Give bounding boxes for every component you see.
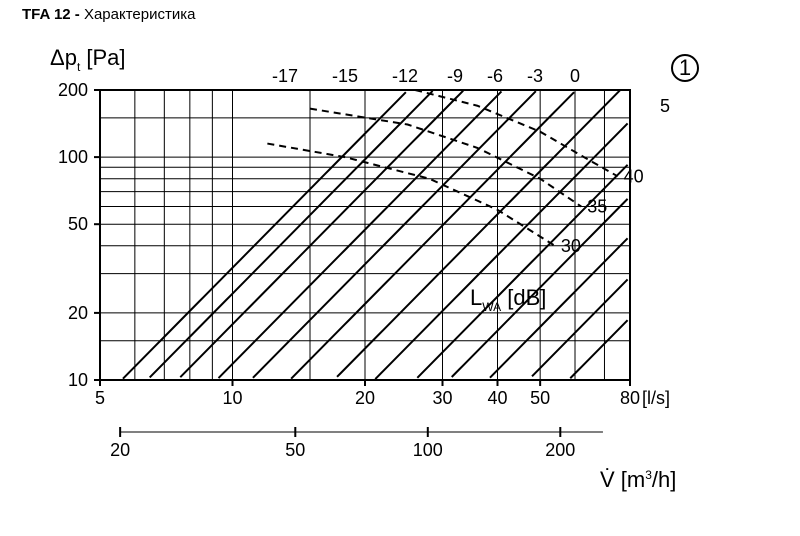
svg-text:35: 35 (587, 197, 607, 217)
characteristic-chart: 303540102050100200Δpt [Pa]5102030405080[… (0, 0, 800, 536)
svg-text:-15: -15 (332, 66, 358, 86)
svg-text:5: 5 (660, 96, 670, 116)
svg-text:20: 20 (355, 388, 375, 408)
svg-text:20: 20 (110, 440, 130, 460)
svg-text:200: 200 (545, 440, 575, 460)
svg-text:200: 200 (58, 80, 88, 100)
svg-text:40: 40 (624, 166, 644, 186)
svg-text:-6: -6 (487, 66, 503, 86)
svg-text:1: 1 (679, 55, 691, 80)
svg-text:40: 40 (487, 388, 507, 408)
svg-text:10: 10 (222, 388, 242, 408)
svg-text:80: 80 (620, 388, 640, 408)
svg-text:100: 100 (58, 147, 88, 167)
svg-text:50: 50 (68, 214, 88, 234)
svg-text:50: 50 (530, 388, 550, 408)
svg-text:50: 50 (285, 440, 305, 460)
svg-text:-17: -17 (272, 66, 298, 86)
svg-text:30: 30 (561, 236, 581, 256)
svg-text:100: 100 (413, 440, 443, 460)
svg-text:5: 5 (95, 388, 105, 408)
svg-text:10: 10 (68, 370, 88, 390)
svg-text:-12: -12 (392, 66, 418, 86)
svg-text:0: 0 (570, 66, 580, 86)
svg-text:-9: -9 (447, 66, 463, 86)
svg-text:30: 30 (432, 388, 452, 408)
svg-text:V̇ [m3/h]: V̇ [m3/h] (600, 467, 676, 492)
svg-text:LWA [dB]: LWA [dB] (470, 285, 546, 314)
svg-text:-3: -3 (527, 66, 543, 86)
svg-text:Δpt [Pa]: Δpt [Pa] (50, 45, 126, 74)
svg-text:20: 20 (68, 303, 88, 323)
svg-text:[l/s]: [l/s] (642, 388, 670, 408)
